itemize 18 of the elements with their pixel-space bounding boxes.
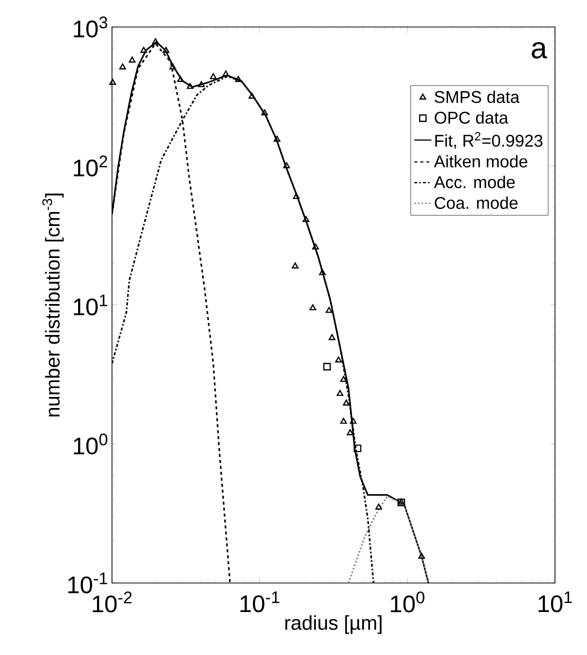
x-tick-label: 10$^{-1}$ [240,592,280,612]
y-tick-label: 10$^{3}$ [74,16,108,38]
x-axis-title: radius [µm] [285,615,382,634]
annotation: a [532,42,548,58]
y-tick-label: 10$^{-1}$ [68,572,108,594]
legend-label: OPC data [434,111,508,124]
legend-label: SMPS data [434,90,520,103]
y-axis-title: number distribution [cm$^{-3}$] [42,194,64,416]
y-tick-label: 10$^{2}$ [74,156,108,176]
legend-label: Aitken mode [434,155,528,168]
legend-label: Coa. mode [434,196,518,209]
x-tick-label: 10$^{0}$ [390,592,424,612]
x-tick-label: 10$^{-2}$ [92,592,132,612]
y-tick-label: 10$^{0}$ [74,434,108,454]
y-tick-label: 10$^{1}$ [74,294,108,316]
legend-label: Acc. mode [434,176,515,188]
x-tick-label: 10$^{1}$ [538,592,572,612]
legend-label: Fit, R$^{2}$=0.9923 [435,132,542,149]
